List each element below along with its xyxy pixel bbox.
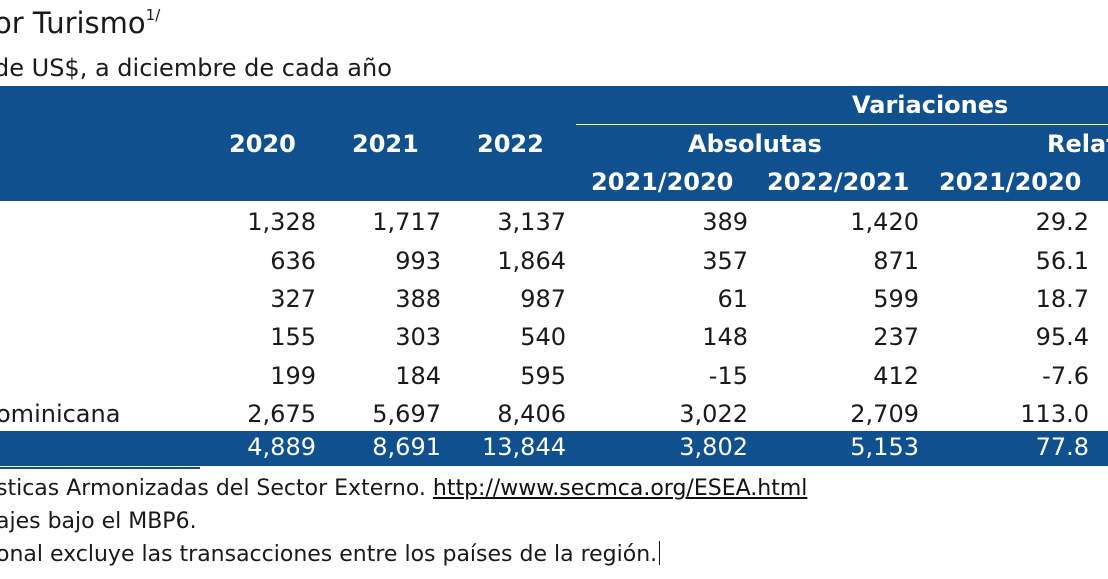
table-cell: 18.7 xyxy=(1035,285,1089,313)
table-cell: 29.2 xyxy=(1035,208,1089,236)
table-cell: 388 xyxy=(395,285,441,313)
table-cell: 3,022 xyxy=(679,400,748,428)
header-absolutas: Absolutas xyxy=(688,130,822,158)
table-cell: 148 xyxy=(702,323,748,351)
table-cell: 8,406 xyxy=(497,400,566,428)
total-cell: 4,889 xyxy=(247,433,316,461)
table-cell: 155 xyxy=(270,323,316,351)
total-cell: 8,691 xyxy=(372,433,441,461)
table-cell: 95.4 xyxy=(1035,323,1089,351)
total-cell: 5,153 xyxy=(850,433,919,461)
footnote-2-text: onal excluye las transacciones entre los… xyxy=(0,542,658,567)
header-rule xyxy=(576,124,1108,125)
table-cell: 327 xyxy=(270,285,316,313)
table-cell: 2,709 xyxy=(850,400,919,428)
total-underline xyxy=(0,467,200,469)
footnote-1: ajes bajo el MBP6. xyxy=(0,509,197,534)
table-subtitle: de US$, a diciembre de cada año xyxy=(0,54,392,82)
table-title: or Turismo1/ xyxy=(0,6,160,40)
table-cell: 389 xyxy=(702,208,748,236)
title-text: or Turismo xyxy=(0,6,146,40)
table-cell: 1,717 xyxy=(372,208,441,236)
header-relativas: Relat xyxy=(1047,130,1108,158)
table-cell: 303 xyxy=(395,323,441,351)
row-label: ominicana xyxy=(0,400,121,428)
table-cell: 5,697 xyxy=(372,400,441,428)
table-cell: 61 xyxy=(717,285,748,313)
header-year-2020: 2020 xyxy=(229,130,296,158)
table-cell: 184 xyxy=(395,362,441,390)
table-cell: 56.1 xyxy=(1035,247,1089,275)
header-year-2021: 2021 xyxy=(352,130,419,158)
table-cell: -15 xyxy=(708,362,748,390)
table-cell: 237 xyxy=(873,323,919,351)
source-note: sticas Armonizadas del Sector Externo. h… xyxy=(0,476,807,501)
table-cell: 540 xyxy=(520,323,566,351)
table-cell: 1,864 xyxy=(497,247,566,275)
table-cell: 599 xyxy=(873,285,919,313)
table-cell: 199 xyxy=(270,362,316,390)
header-year-2022: 2022 xyxy=(477,130,544,158)
table-cell: 636 xyxy=(270,247,316,275)
table-cell: 2,675 xyxy=(247,400,316,428)
table-cell: 993 xyxy=(395,247,441,275)
table-cell: 357 xyxy=(702,247,748,275)
table-cell: 987 xyxy=(520,285,566,313)
text-cursor xyxy=(659,541,661,565)
total-cell: 77.8 xyxy=(1035,433,1089,461)
title-footnote-mark: 1/ xyxy=(145,6,161,24)
footnote-2: onal excluye las transacciones entre los… xyxy=(0,541,661,567)
table-cell: -7.6 xyxy=(1042,362,1089,390)
table-header: Variaciones 2020 2021 2022 Absolutas Rel… xyxy=(0,86,1108,201)
header-period-abs-2022-2021: 2022/2021 xyxy=(767,168,910,196)
total-cell: 3,802 xyxy=(679,433,748,461)
table-cell: 3,137 xyxy=(497,208,566,236)
total-row: 4,889 8,691 13,844 3,802 5,153 77.8 xyxy=(0,431,1108,466)
header-period-rel-2021-2020: 2021/2020 xyxy=(939,168,1082,196)
table-cell: 1,328 xyxy=(247,208,316,236)
table-cell: 412 xyxy=(873,362,919,390)
source-text: sticas Armonizadas del Sector Externo. xyxy=(0,476,433,501)
table-cell: 871 xyxy=(873,247,919,275)
header-period-abs-2021-2020: 2021/2020 xyxy=(591,168,734,196)
total-cell: 13,844 xyxy=(482,433,566,461)
table-cell: 113.0 xyxy=(1020,400,1089,428)
table-cell: 1,420 xyxy=(850,208,919,236)
source-link[interactable]: http://www.secmca.org/ESEA.html xyxy=(432,476,808,501)
table-cell: 595 xyxy=(520,362,566,390)
header-variaciones: Variaciones xyxy=(852,91,1009,119)
